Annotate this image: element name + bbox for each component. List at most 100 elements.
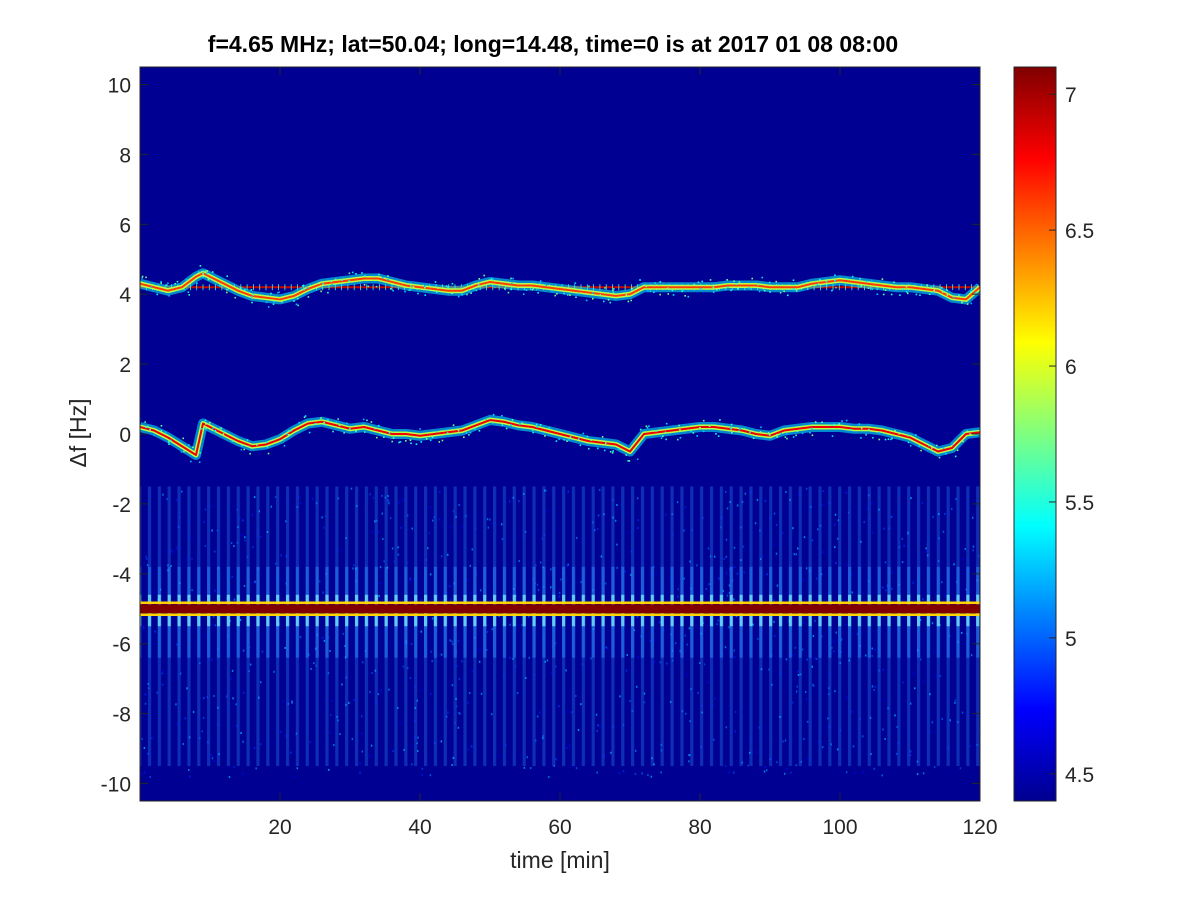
trace-speckle <box>206 270 209 272</box>
trace-speckle <box>427 289 429 291</box>
trace-speckle <box>168 443 170 445</box>
trace-speckle <box>588 285 590 288</box>
trace-speckle <box>492 413 495 416</box>
x-axis-label: time [min] <box>510 847 610 873</box>
trace-speckle <box>361 272 363 274</box>
trace-speckle <box>490 278 493 280</box>
colorbar-tick-label: 5 <box>1065 628 1077 651</box>
trace-speckle <box>337 418 340 420</box>
trace-speckle <box>146 425 149 428</box>
trace-speckle <box>612 450 614 452</box>
trace-speckle <box>845 278 848 280</box>
trace-speckle <box>792 436 795 438</box>
trace-speckle <box>941 291 944 293</box>
trace-speckle <box>730 427 732 430</box>
trace-speckle <box>338 424 341 427</box>
trace-speckle <box>348 428 351 430</box>
trace-speckle <box>327 418 329 421</box>
trace-speckle <box>665 438 667 441</box>
trace-speckle <box>871 280 873 283</box>
trace-speckle <box>795 434 797 437</box>
trace-speckle <box>645 285 648 288</box>
noise-speckle <box>575 767 578 770</box>
x-tick-label: 120 <box>962 816 997 839</box>
trace-speckle <box>715 433 717 435</box>
trace-speckle <box>730 289 732 292</box>
noise-speckle <box>228 776 231 779</box>
noise-speckle <box>233 766 235 769</box>
trace-speckle <box>821 421 823 424</box>
trace-speckle <box>599 294 602 296</box>
trace-speckle <box>662 435 664 438</box>
trace-speckle <box>962 440 964 443</box>
trace-speckle <box>469 431 472 434</box>
trace-speckle <box>265 301 268 304</box>
x-tick-label: 20 <box>268 816 291 839</box>
trace-speckle <box>392 289 394 292</box>
trace-speckle <box>566 440 568 442</box>
trace-speckle <box>850 429 852 431</box>
trace-speckle <box>341 279 343 281</box>
noise-speckle <box>790 771 792 774</box>
trace-speckle <box>160 430 163 432</box>
trace-speckle <box>437 287 439 289</box>
trace-speckle <box>860 427 863 430</box>
trace-speckle <box>277 436 279 439</box>
trace-speckle <box>835 286 837 289</box>
trace-speckle <box>304 415 307 417</box>
trace-speckle <box>831 435 834 437</box>
trace-speckle <box>946 294 949 296</box>
trace-speckle <box>568 439 570 441</box>
noise-speckle <box>727 771 730 774</box>
trace-speckle <box>544 435 546 437</box>
trace-speckle <box>492 421 494 424</box>
trace-speckle <box>763 289 766 292</box>
trace-speckle <box>398 441 400 444</box>
trace-speckle <box>457 429 460 432</box>
trace-speckle <box>296 297 299 300</box>
trace-speckle <box>970 290 972 293</box>
chart-title: f=4.65 MHz; lat=50.04; long=14.48, time=… <box>208 31 898 57</box>
trace-speckle <box>625 294 628 296</box>
trace-speckle <box>219 427 221 429</box>
trace-speckle <box>966 430 969 433</box>
trace-speckle <box>811 434 814 437</box>
trace-speckle <box>569 436 572 438</box>
trace-speckle <box>160 424 163 427</box>
trace-speckle <box>392 437 395 439</box>
trace-speckle <box>902 288 904 290</box>
trace-speckle <box>199 452 201 454</box>
noise-speckle <box>189 775 191 778</box>
trace-speckle <box>768 434 771 437</box>
x-tick-label: 60 <box>548 816 571 839</box>
trace-speckle <box>211 271 214 273</box>
trace-speckle <box>415 443 418 445</box>
trace-speckle <box>696 435 698 437</box>
trace-speckle <box>801 432 804 435</box>
trace-speckle <box>301 285 304 287</box>
trace-speckle <box>890 293 893 296</box>
trace-speckle <box>387 275 389 277</box>
trace-speckle <box>859 286 861 288</box>
trace-speckle <box>202 272 204 275</box>
trace-speckle <box>974 291 977 294</box>
trace-speckle <box>671 289 674 292</box>
noise-speckle <box>292 775 295 778</box>
trace-speckle <box>278 291 280 294</box>
trace-speckle <box>218 284 221 287</box>
trace-speckle <box>653 291 655 294</box>
noise-speckle <box>660 771 662 774</box>
trace-speckle <box>938 456 941 459</box>
trace-speckle <box>796 430 799 432</box>
trace-speckle <box>446 432 449 434</box>
trace-speckle <box>735 283 738 286</box>
trace-speckle <box>954 455 957 458</box>
trace-speckle <box>457 295 460 298</box>
trace-speckle <box>282 439 285 441</box>
trace-speckle <box>791 288 794 291</box>
y-tick-label: 2 <box>119 354 131 377</box>
trace-speckle <box>167 282 169 285</box>
trace-speckle <box>532 431 534 434</box>
trace-speckle <box>660 437 663 439</box>
trace-speckle <box>548 427 551 429</box>
